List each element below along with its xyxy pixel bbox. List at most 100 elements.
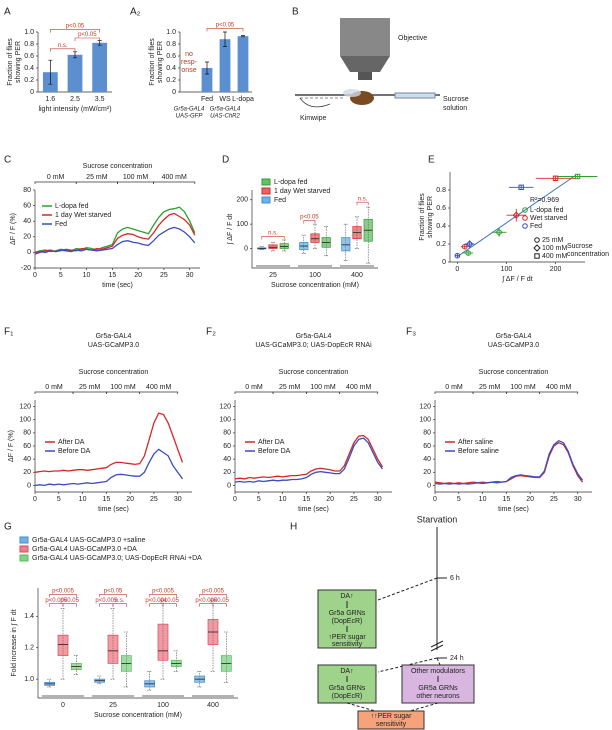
x-tick-label: 25 [160,272,168,279]
y-axis-label: showing PER [157,41,164,83]
significance-bracket [199,603,214,607]
y-tick-label: 60 [423,443,431,450]
legend-swatch [522,207,528,213]
x-tick-label: Fed [201,96,213,103]
legend-swatch [261,196,271,204]
significance-bracket [303,220,316,224]
point [465,240,474,248]
box-text: (DopEcR) [332,693,363,700]
stimulus-bar [117,181,154,184]
y-tick-label: 20 [223,469,231,476]
y-tick-label: 1.4 [24,613,34,620]
x-tick-label: 30 [574,496,582,503]
significance-label: p<0.005 [152,588,175,594]
time-label: 6 h [450,575,460,582]
series-line [434,439,584,485]
stimulus-bar [506,391,541,394]
panel-label: G [4,522,12,533]
series-line [234,434,384,480]
significance-label: p<0.005 [95,598,118,604]
significance-bracket [149,593,177,598]
box-text: Gr5a GRNs [329,610,366,617]
annotation: no [185,51,193,58]
box-whisker [312,223,318,249]
box-whisker [301,234,306,254]
y-tick-label: 0 [427,482,431,489]
y-tick-label: 1.0 [166,29,176,36]
x-tick-label: 20 [326,496,334,503]
y-tick-label: 100 [219,417,231,424]
y-tick-label: 1.0 [24,29,34,36]
y-tick-label: 120 [219,403,231,410]
legend-swatch [522,215,528,221]
chart-title: UAS-GCaMP3.0 [488,342,539,349]
x-axis-label: Sucrose concentration (mM) [271,282,359,289]
significance-label: p<0.005 [202,588,225,594]
y-tick-label: 0.6 [436,205,446,212]
y-tick-label: 1.2 [24,645,34,652]
box [401,664,475,704]
y-tick-label: 200 [236,197,248,204]
legend-marker [533,244,541,252]
legend-label: Fed [55,221,67,228]
series-line [34,226,196,254]
legend-label: 100 mM [542,245,567,252]
connector [409,702,439,712]
significance-bracket [62,603,77,607]
axis [37,588,238,699]
stimulus-label: 0 mM [445,384,463,391]
significance-label: p<0.05 [78,32,97,38]
stimulus-label: 100 mM [110,384,135,391]
chart-subtitle: Sucrose concentration [79,369,149,376]
box [341,237,351,252]
legend-swatch [19,554,29,562]
significance-label: p<0.05 [66,24,85,30]
significance-bracket [149,603,164,607]
panel-label: A [4,7,11,18]
significance-label: p<0.05 [60,598,79,604]
y-tick-label: 80 [23,430,31,437]
point [465,250,471,256]
x-tick-label: 20 [526,496,534,503]
box-text: DA↑ [340,593,353,600]
annotation: resp- [181,59,198,66]
significance-label: p<0.005 [52,588,75,594]
x-tick-label: 100 [157,702,169,709]
y-tick-label: 60 [223,443,231,450]
stimulus-label: 400 mM [546,384,571,391]
y-tick-label: 0.4 [166,65,176,72]
sucrose-label: Sucrose [443,96,469,103]
significance-label: p<0.05 [104,588,123,594]
legend-swatch [261,187,271,195]
legend-label: Wet starved [530,215,567,222]
stimulus-bar [272,391,307,394]
objective-tip [340,56,390,72]
stimulus-bar [434,391,474,394]
x-tick-label: 30 [374,496,382,503]
legend-label: Gr5a-GAL4 UAS-GCaMP3.0 +DA [32,546,137,553]
significance-bracket [49,593,77,598]
x-tick-label: 0 [33,272,37,279]
legend-label: Gr5a-GAL4 UAS-GCaMP3.0 +saline [32,537,146,544]
y-tick-label: 0 [442,259,446,266]
bar [219,39,231,92]
x-axis-label: time (sec) [498,506,529,513]
y-axis-label: ΔF / F (%) [8,430,15,462]
significance-bracket [199,593,227,598]
error-bar [223,31,227,47]
y-tick-label: 0 [172,89,176,96]
connector [377,577,438,601]
y-tick-label: 0.8 [436,187,446,194]
series-line [34,448,184,487]
point [552,175,559,182]
y-tick-label: 80 [223,430,231,437]
legend-label: Fed [274,197,286,204]
x-tick-label: 0 [33,496,37,503]
stimulus-bar [306,391,341,394]
group-label: Gr5a-GAL4 [174,107,205,113]
stimulus-bar [539,391,579,394]
y-axis-label: showing PER [15,41,22,83]
y-tick-label: 20 [23,469,31,476]
significance-bracket [99,603,114,607]
